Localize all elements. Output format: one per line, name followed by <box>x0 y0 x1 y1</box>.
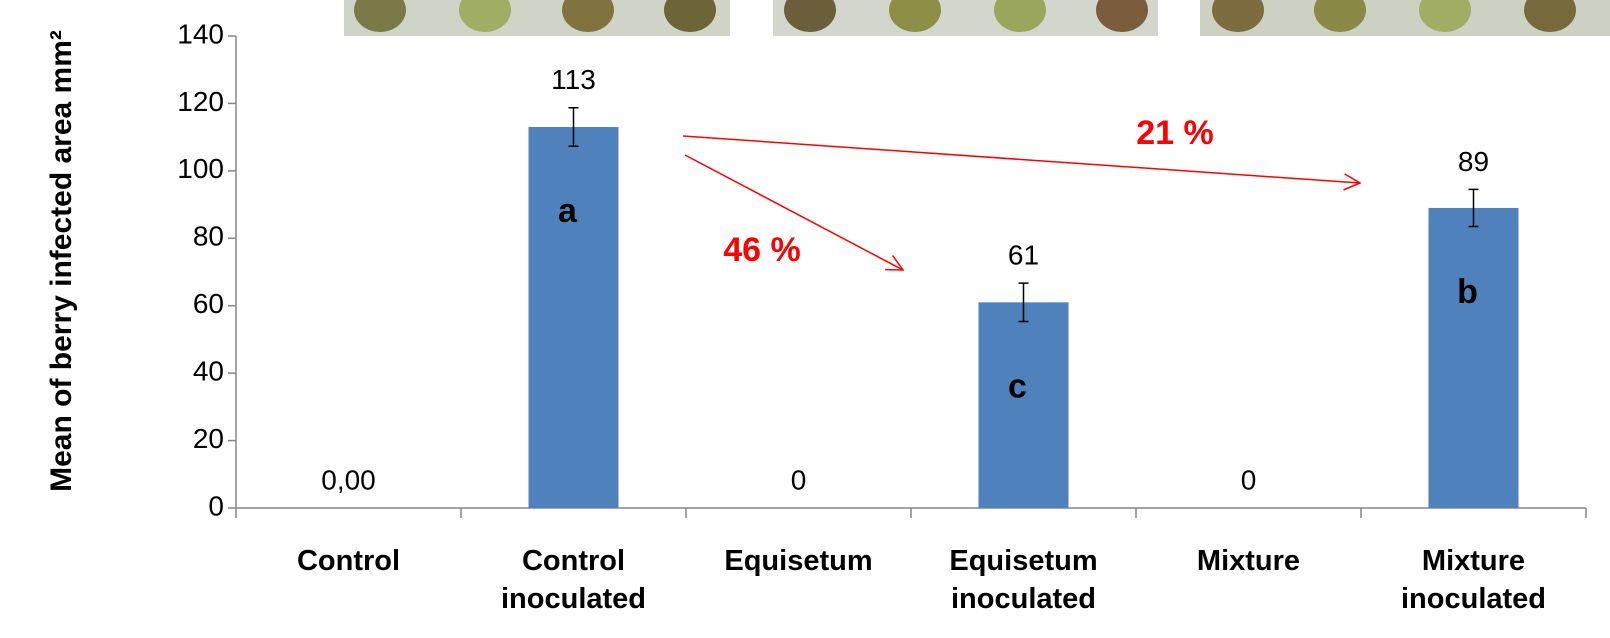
data-label: 61 <box>1008 240 1039 271</box>
data-label: 0,00 <box>321 464 376 495</box>
y-tick-label: 20 <box>193 423 224 454</box>
x-tick-label: Control inoculated <box>469 542 679 618</box>
y-tick-label: 140 <box>177 18 224 49</box>
y-axis-label: Mean of berry infected area mm² <box>31 11 93 511</box>
annotation: 46 % <box>723 231 801 269</box>
annotation: 21 % <box>1136 114 1214 152</box>
y-tick-label: 80 <box>193 221 224 252</box>
y-tick-label: 0 <box>208 490 224 521</box>
page: {"chart_data": {"type": "bar", "y_label"… <box>0 0 1610 638</box>
bar <box>1429 208 1519 508</box>
data-label: 0 <box>1241 464 1257 495</box>
data-label: 89 <box>1458 146 1489 177</box>
x-tick-label: Mixture <box>1144 542 1354 580</box>
data-label: 113 <box>551 64 596 95</box>
significance-letter: b <box>1457 273 1478 311</box>
significance-letter: a <box>558 192 578 230</box>
significance-letter: c <box>1008 367 1027 405</box>
arrow <box>683 136 1360 183</box>
x-tick-label: Equisetum <box>694 542 904 580</box>
x-tick-label: Equisetum inoculated <box>919 542 1129 618</box>
bar <box>529 127 619 508</box>
y-tick-label: 120 <box>177 86 224 117</box>
data-label: 0 <box>791 464 807 495</box>
x-tick-label: Control <box>244 542 454 580</box>
y-tick-label: 40 <box>193 356 224 387</box>
x-tick-label: Mixture inoculated <box>1369 542 1579 618</box>
y-tick-label: 100 <box>177 153 224 184</box>
y-tick-label: 60 <box>193 288 224 319</box>
photos <box>344 0 1610 36</box>
